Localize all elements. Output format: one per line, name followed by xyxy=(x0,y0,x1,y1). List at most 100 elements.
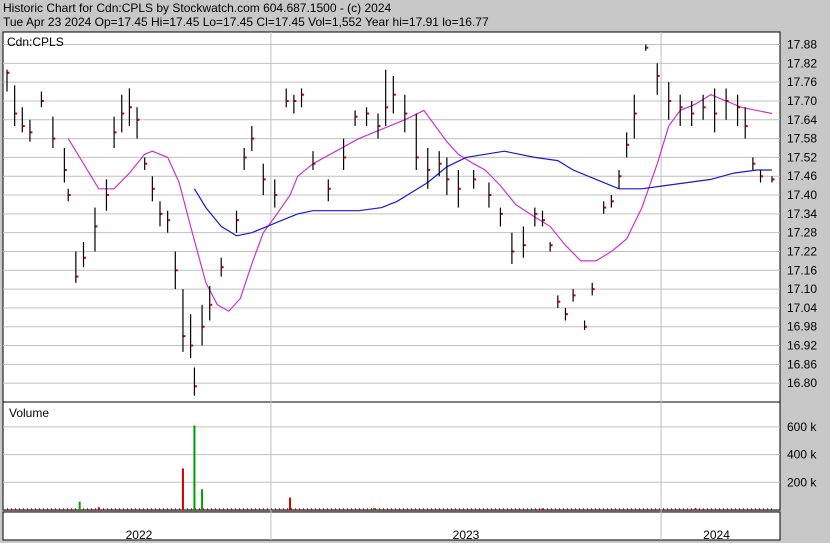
close-dot xyxy=(550,244,553,247)
close-dot xyxy=(447,178,450,181)
ma-short-line xyxy=(67,94,773,312)
price-tick-label: 17.76 xyxy=(787,75,817,89)
price-tick-label: 17.82 xyxy=(787,56,817,70)
price-tick-label: 16.86 xyxy=(787,357,817,371)
close-dot xyxy=(64,168,67,171)
close-dot xyxy=(592,288,595,291)
chart-header-line1: Historic Chart for Cdn:CPLS by Stockwatc… xyxy=(3,1,392,15)
close-dot xyxy=(604,206,607,209)
close-dot xyxy=(114,131,117,134)
close-dot xyxy=(122,112,125,115)
close-dot xyxy=(68,194,71,197)
price-tick-label: 17.04 xyxy=(787,301,817,315)
close-dot xyxy=(41,99,44,102)
close-dot xyxy=(76,275,79,278)
close-dot xyxy=(252,137,255,140)
close-dot xyxy=(692,112,695,115)
price-tick-label: 16.98 xyxy=(787,320,817,334)
close-dot xyxy=(386,106,389,109)
close-dot xyxy=(703,106,706,109)
year-labels: 2022 2023 2024 xyxy=(126,528,731,542)
close-dot xyxy=(15,112,18,115)
close-dot xyxy=(328,187,331,190)
volume-grid xyxy=(3,426,780,483)
chart-header-line2: Tue Apr 23 2024 Op=17.45 Hi=17.45 Lo=17.… xyxy=(3,15,489,29)
close-dot xyxy=(393,93,396,96)
close-dot xyxy=(535,212,538,215)
volume-axis: 600 k 400 k 200 k xyxy=(787,420,817,489)
close-dot xyxy=(367,112,370,115)
close-dot xyxy=(512,250,515,253)
close-dot xyxy=(489,194,492,197)
year-label: 2023 xyxy=(453,528,480,542)
price-grid xyxy=(3,44,780,384)
year-label: 2022 xyxy=(126,528,153,542)
close-dot xyxy=(210,303,213,306)
close-dot xyxy=(585,325,588,328)
price-tick-label: 17.88 xyxy=(787,38,817,52)
price-tick-label: 17.16 xyxy=(787,263,817,277)
year-dividers xyxy=(270,32,662,540)
close-dot xyxy=(474,178,477,181)
close-dot xyxy=(500,212,503,215)
close-dot xyxy=(523,244,526,247)
close-dot xyxy=(286,99,289,102)
close-dot xyxy=(194,385,197,388)
close-dot xyxy=(202,325,205,328)
close-dot xyxy=(565,313,568,316)
close-dot xyxy=(634,112,637,115)
volume-tick-label: 600 k xyxy=(787,420,817,434)
price-tick-label: 17.28 xyxy=(787,226,817,240)
close-dot xyxy=(753,162,756,165)
close-dot xyxy=(84,256,86,259)
close-dot xyxy=(275,194,278,197)
price-tick-label: 16.92 xyxy=(787,339,817,353)
close-dot xyxy=(543,219,545,222)
close-dot xyxy=(22,125,25,128)
price-tick-label: 17.58 xyxy=(787,132,817,146)
close-dot xyxy=(458,187,461,190)
close-dot xyxy=(221,266,224,269)
close-dot xyxy=(53,137,56,140)
close-dot xyxy=(619,175,622,178)
close-dot xyxy=(183,335,186,338)
close-dot xyxy=(627,143,630,146)
close-dot xyxy=(715,112,718,115)
close-dot xyxy=(175,269,178,272)
close-dot xyxy=(7,71,10,74)
close-dot xyxy=(378,125,381,128)
close-dot xyxy=(761,175,764,178)
close-dot xyxy=(244,156,247,159)
volume-spikes xyxy=(7,425,772,510)
close-dot xyxy=(129,106,132,109)
ma-long-line xyxy=(193,150,772,237)
close-dot xyxy=(726,99,729,102)
volume-panel-label: Volume xyxy=(9,406,49,420)
close-dot xyxy=(294,99,297,102)
price-bars xyxy=(6,44,775,396)
volume-tick-label: 200 k xyxy=(787,475,817,489)
price-panel-label: Cdn:CPLS xyxy=(7,35,64,49)
close-dot xyxy=(344,156,347,159)
close-dot xyxy=(355,115,358,118)
close-dot xyxy=(573,294,576,297)
close-dot xyxy=(263,178,266,181)
close-dot xyxy=(95,225,98,228)
price-tick-label: 17.40 xyxy=(787,188,817,202)
close-dot xyxy=(145,162,148,165)
close-dot xyxy=(558,300,561,303)
volume-tick-label: 400 k xyxy=(787,448,817,462)
close-dot xyxy=(428,168,431,171)
close-dot xyxy=(680,106,683,109)
price-tick-label: 17.22 xyxy=(787,244,817,258)
price-tick-label: 17.34 xyxy=(787,207,817,221)
close-dot xyxy=(30,131,33,134)
price-tick-label: 17.52 xyxy=(787,150,817,164)
moving-averages xyxy=(67,94,773,312)
close-dot xyxy=(745,125,748,128)
price-tick-label: 17.46 xyxy=(787,169,817,183)
price-tick-label: 17.10 xyxy=(787,282,817,296)
price-tick-label: 16.80 xyxy=(787,376,817,390)
price-tick-label: 17.64 xyxy=(787,113,817,127)
